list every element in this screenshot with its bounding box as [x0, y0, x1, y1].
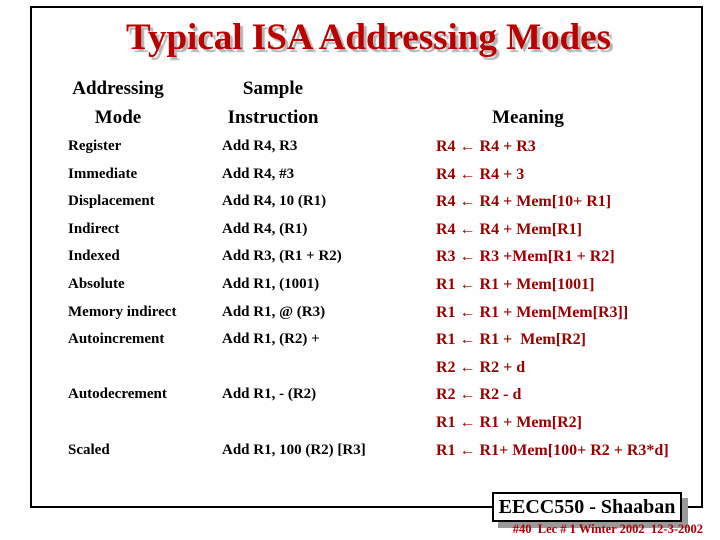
mode-cell: Displacement — [68, 193, 155, 210]
table-row: Immediate Add R4, #3 R4 ← R4 + 3 — [68, 166, 708, 194]
instruction-cell: Add R1, (R2) + — [222, 331, 320, 348]
table-row: Memory indirect Add R1, @ (R3) R1 ← R1 + M… — [68, 304, 708, 332]
column-header-meaning: Meaning — [468, 103, 588, 132]
table-row: R1 ← R1 + Mem[R2] — [68, 414, 708, 442]
column-header-addressing-mode: Addressing Mode — [58, 74, 178, 132]
table-row: Autoincrement Add R1, (R2) + R1 ← R1 + Mem… — [68, 331, 708, 359]
table-row: R2 ← R2 + d — [68, 359, 708, 387]
mode-cell: Scaled — [68, 441, 110, 458]
meaning-cell: R1 ← R1 + Mem[1001] — [436, 276, 595, 293]
mode-cell: Indirect — [68, 220, 120, 237]
instruction-cell: Add R1, @ (R3) — [222, 303, 326, 320]
mode-cell: Indexed — [68, 248, 120, 265]
header-line: Sample — [242, 78, 304, 99]
header-line: Meaning — [492, 107, 564, 128]
instruction-cell: Add R1, (1001) — [222, 276, 320, 292]
page-title: Typical ISA Addressing Modes — [126, 17, 611, 58]
meaning-cell: R1 ← R1 + Mem[R2] — [436, 414, 582, 431]
mode-cell: Autodecrement — [68, 386, 167, 403]
slide-border-frame — [30, 6, 703, 508]
table-row: Displacement Add R4, 10 (R1) R4 ← R4 + Mem… — [68, 193, 708, 221]
meaning-cell: R2 ← R2 + d — [436, 358, 526, 376]
meaning-cell: R2 ← R2 - d — [436, 386, 522, 404]
column-header-sample-instruction: Sample Instruction — [208, 74, 338, 132]
instruction-cell: Add R3, (R1 + R2) — [222, 248, 342, 265]
meaning-cell: R1 ← R1 + Mem[R2] — [436, 331, 586, 349]
instruction-cell: Add R1, - (R2) — [222, 386, 317, 403]
addressing-modes-table: Register Add R4, R3 R4 ← R4 + R3 Immediate A… — [68, 138, 708, 478]
meaning-cell: R4 ← R4 + 3 — [436, 165, 525, 183]
instruction-cell: Add R4, R3 — [222, 138, 298, 154]
meaning-cell: R1 ← R1 + Mem[Mem[R3]] — [436, 303, 629, 321]
mode-cell: Autoincrement — [68, 331, 165, 348]
header-line: Instruction — [227, 107, 319, 128]
instruction-cell: Add R4, (R1) — [222, 220, 308, 237]
header-line: Mode — [94, 107, 142, 128]
course-badge: EECC550 - Shaaban — [492, 492, 682, 522]
meaning-cell: R3 ← R3 +Mem[R1 + R2] — [436, 248, 615, 266]
meaning-cell: R4 ← R4 + Mem[R1] — [436, 220, 582, 238]
table-row: Indirect Add R4, (R1) R4 ← R4 + Mem[R1] — [68, 221, 708, 249]
instruction-cell: Add R4, #3 — [222, 165, 295, 182]
mode-cell: Absolute — [68, 276, 125, 292]
meaning-cell: R1 ← R1+ Mem[100+ R2 + R3*d] — [436, 441, 669, 459]
meaning-cell: R4 ← R4 + R3 — [436, 138, 536, 155]
instruction-cell: Add R4, 10 (R1) — [222, 193, 327, 210]
mode-cell: Immediate — [68, 165, 138, 182]
table-row: Autodecrement Add R1, - (R2) R2 ← R2 - d — [68, 386, 708, 414]
lecture-footnote: #40 Lec # 1 Winter 2002 12-3-2002 — [512, 522, 703, 536]
table-row: Indexed Add R3, (R1 + R2) R3 ← R3 +Mem[R1 … — [68, 248, 708, 276]
table-row: Absolute Add R1, (1001) R1 ← R1 + Mem[1001… — [68, 276, 708, 304]
table-row: Register Add R4, R3 R4 ← R4 + R3 — [68, 138, 708, 166]
mode-cell: Memory indirect — [68, 303, 177, 320]
mode-cell: Register — [68, 138, 122, 154]
header-line: Addressing — [72, 78, 164, 99]
table-row: Scaled Add R1, 100 (R2) [R3] R1 ← R1+ Mem[… — [68, 442, 708, 470]
instruction-cell: Add R1, 100 (R2) [R3] — [222, 441, 366, 458]
meaning-cell: R4 ← R4 + Mem[10+ R1] — [436, 193, 612, 211]
